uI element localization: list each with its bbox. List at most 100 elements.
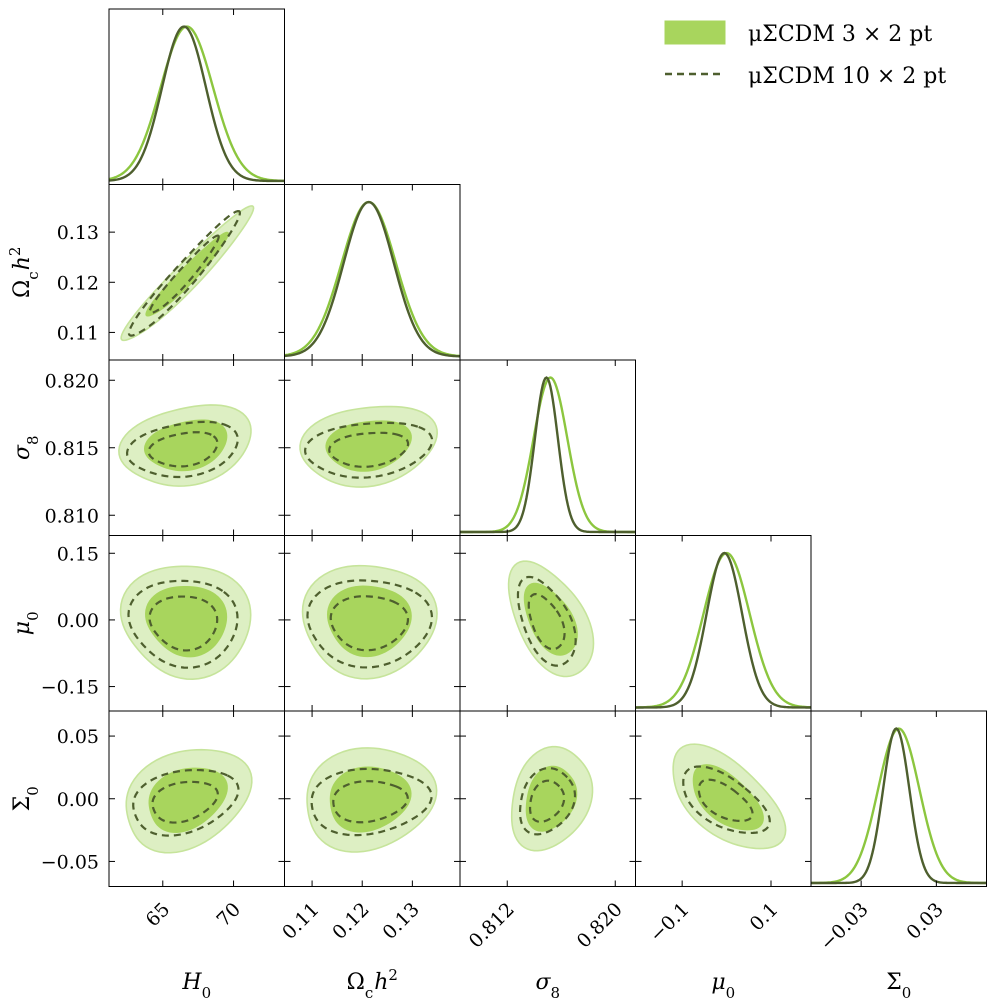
panel-mu0-mu0 (635, 551, 811, 709)
legend-entry-2: μΣCDM 10 × 2 pt (748, 64, 946, 89)
x-tick-label-sigma8: 0.812 (465, 898, 519, 952)
label-base: Σ (886, 970, 902, 995)
x-axis-label-Sigma0: Σ0 (886, 970, 911, 1001)
label-sub: c (24, 271, 42, 279)
y-tick-label-Sigma0: 0.00 (57, 789, 99, 811)
contour-68-3x2pt-omch2-sigma8 (325, 420, 412, 472)
contour-95-10x2pt-sigma8-mu0 (516, 575, 577, 667)
y-tick-label-mu0: 0.15 (57, 543, 99, 565)
x-axis-label-sigma8: σ8 (535, 970, 560, 1001)
y-tick-label-mu0: 0.00 (57, 610, 99, 632)
contour-68-10x2pt-omch2-Sigma0 (332, 780, 409, 824)
x-tick-label-mu0: 0.1 (746, 898, 783, 935)
x-tick-label-mu0: −0.1 (646, 898, 694, 946)
y-tick-label-omch2: 0.12 (57, 272, 99, 294)
contour-68-3x2pt-omch2-Sigma0 (329, 766, 412, 833)
contour-68-3x2pt-omch2-mu0 (326, 585, 412, 658)
panel-omch2-mu0 (301, 564, 438, 680)
panel-Sigma0-Sigma0 (811, 727, 987, 885)
marginal-omch2-3x2pt (284, 200, 460, 358)
legend-swatch-filled (664, 20, 726, 45)
panel-mu0-Sigma0 (672, 743, 787, 850)
x-tick-label-omch2: 0.12 (328, 898, 373, 943)
contour-68-10x2pt-H0-sigma8 (147, 431, 219, 468)
panel-sigma8-sigma8 (460, 376, 636, 534)
panel-H0-omch2 (120, 205, 255, 342)
y-tick-label-Sigma0: −0.05 (41, 851, 99, 873)
label-base: σ (10, 444, 35, 460)
contour-95-10x2pt-H0-mu0 (127, 579, 239, 669)
contour-68-3x2pt-mu0-Sigma0 (692, 764, 764, 831)
label-sup: 2 (6, 247, 24, 257)
marginal-Sigma0-3x2pt (811, 727, 987, 885)
label-base: μ (10, 621, 35, 635)
label-base: μ (711, 970, 725, 995)
y-tick-label-sigma8: 0.820 (45, 370, 99, 392)
contour-68-10x2pt-H0-omch2 (148, 234, 220, 314)
legend: μΣCDM 3 × 2 pt μΣCDM 10 × 2 pt (664, 20, 946, 89)
y-tick-label-Sigma0: 0.05 (57, 726, 99, 748)
label-sub: 0 (24, 786, 42, 796)
y-tick-label-mu0: −0.15 (41, 677, 99, 699)
contour-95-10x2pt-H0-omch2 (127, 209, 242, 337)
panel-sigma8-Sigma0 (510, 745, 594, 852)
marginal-H0-3x2pt (109, 25, 285, 183)
label-base: Σ (10, 796, 35, 812)
panel-omch2-omch2 (284, 200, 460, 358)
label-sub: 8 (550, 984, 560, 1001)
panel-omch2-sigma8 (299, 405, 438, 488)
contour-68-10x2pt-H0-mu0 (148, 595, 219, 652)
label-base: Ω (347, 970, 365, 995)
panel-H0-H0 (109, 25, 285, 183)
label-sup: 2 (388, 966, 398, 984)
contour-95-10x2pt-H0-sigma8 (125, 420, 239, 479)
contour-68-10x2pt-H0-Sigma0 (151, 780, 219, 824)
marginal-Sigma0-10x2pt (811, 727, 987, 885)
x-tick-label-Sigma0: 0.03 (902, 898, 947, 943)
label-base: Ω (10, 280, 35, 298)
panel-sigma8-mu0 (507, 560, 595, 678)
contour-68-3x2pt-H0-mu0 (145, 585, 228, 658)
marginal-mu0-10x2pt (635, 551, 811, 709)
panel-frame (284, 184, 461, 361)
contour-68-10x2pt-omch2-mu0 (329, 595, 410, 652)
contour-95-10x2pt-sigma8-Sigma0 (518, 767, 577, 836)
contour-95-10x2pt-omch2-sigma8 (304, 421, 434, 479)
x-tick-label-omch2: 0.13 (378, 898, 423, 943)
panel-frame (635, 535, 812, 712)
marginal-sigma8-3x2pt (460, 376, 636, 534)
contour-68-3x2pt-H0-omch2 (145, 231, 229, 317)
x-tick-label-sigma8: 0.820 (573, 898, 627, 952)
contour-68-10x2pt-sigma8-Sigma0 (528, 779, 566, 823)
contour-95-10x2pt-mu0-Sigma0 (682, 765, 771, 835)
panel-H0-sigma8 (118, 404, 252, 487)
y-tick-label-sigma8: 0.815 (45, 438, 99, 460)
y-tick-label-omch2: 0.11 (57, 322, 99, 344)
contour-68-10x2pt-mu0-Sigma0 (697, 778, 754, 823)
marginal-sigma8-10x2pt (460, 376, 636, 534)
y-axis-label-Sigma0: Σ0 (10, 786, 42, 811)
label-sub: c (365, 984, 373, 1001)
y-axis-label-mu0: μ0 (10, 611, 42, 635)
contour-95-10x2pt-omch2-Sigma0 (310, 767, 433, 837)
label-tail: h (374, 970, 388, 995)
x-tick-label-Sigma0: −0.03 (816, 898, 873, 955)
marginal-H0-10x2pt (109, 25, 285, 183)
label-tail: h (10, 256, 35, 270)
label-sub: 8 (24, 435, 42, 445)
marginal-omch2-10x2pt (284, 200, 460, 358)
x-axis-label-mu0: μ0 (711, 970, 735, 1001)
panel-omch2-Sigma0 (306, 747, 438, 853)
panel-H0-Sigma0 (125, 748, 253, 854)
panel-H0-mu0 (119, 565, 252, 680)
x-tick-label-H0: 70 (212, 898, 245, 931)
label-base: σ (535, 970, 551, 995)
y-tick-label-sigma8: 0.810 (45, 505, 99, 527)
legend-entry-1: μΣCDM 3 × 2 pt (748, 22, 932, 47)
x-tick-label-omch2: 0.11 (278, 898, 323, 943)
label-sub: 0 (202, 984, 212, 1001)
y-axis-label-sigma8: σ8 (10, 435, 42, 460)
x-tick-label-H0: 65 (142, 898, 175, 931)
